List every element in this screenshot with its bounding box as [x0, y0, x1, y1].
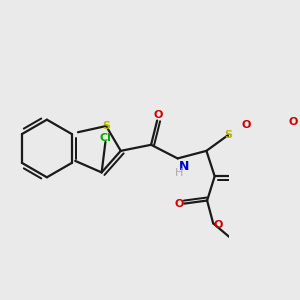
Text: S: S: [102, 121, 110, 131]
Text: O: O: [241, 120, 250, 130]
Text: O: O: [174, 199, 184, 208]
Text: S: S: [224, 130, 232, 140]
Text: O: O: [154, 110, 163, 120]
Text: N: N: [179, 160, 190, 173]
Text: O: O: [213, 220, 222, 230]
Text: H: H: [175, 168, 184, 178]
Text: Cl: Cl: [100, 133, 111, 142]
Text: O: O: [289, 117, 298, 127]
